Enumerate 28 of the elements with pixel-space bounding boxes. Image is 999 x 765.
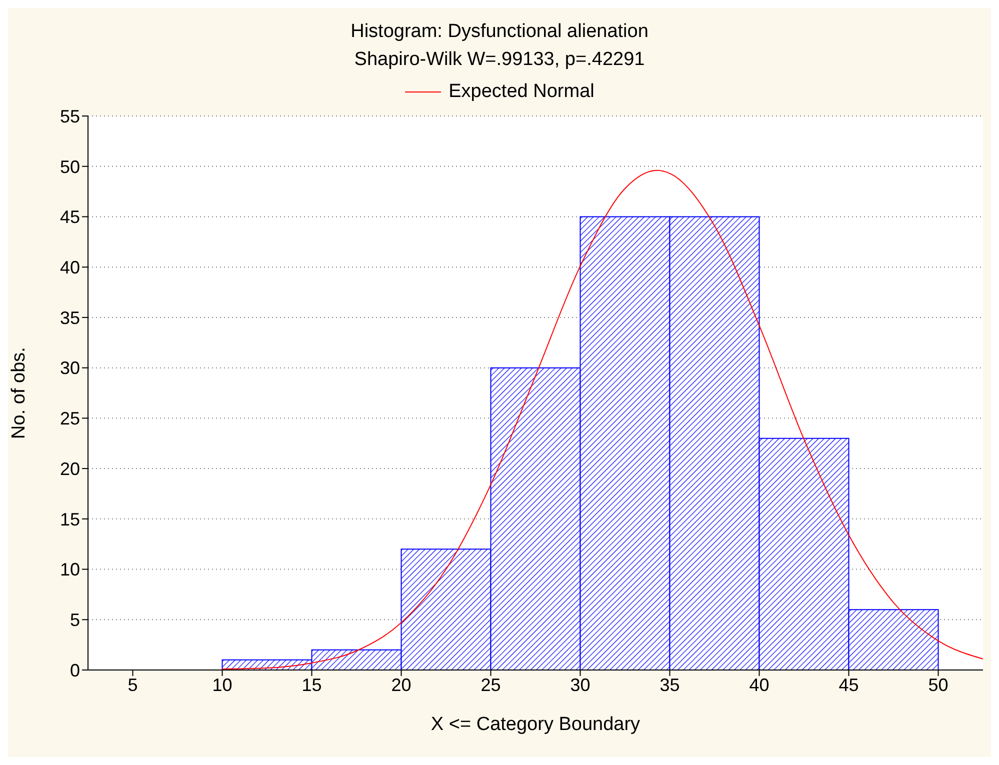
y-tick-label: 15 [60, 509, 80, 530]
x-tick-label: 30 [570, 674, 590, 695]
chart-title: Histogram: Dysfunctional alienation [350, 20, 650, 44]
chart-subtitle: Shapiro-Wilk W=.99133, p=.42291 [353, 48, 646, 72]
y-tick-label: 5 [70, 610, 80, 630]
y-tick-label: 50 [60, 156, 80, 177]
x-tick-label: 15 [302, 674, 322, 695]
y-tick-label: 25 [60, 408, 80, 429]
x-tick-label: 20 [391, 674, 412, 695]
x-tick-label: 35 [660, 674, 680, 695]
x-tick-label: 5 [128, 674, 138, 695]
legend-label: Expected Normal [448, 80, 594, 104]
y-tick-label: 35 [60, 308, 80, 328]
x-tick-label: 50 [928, 674, 948, 695]
y-tick-label: 55 [60, 106, 80, 126]
y-tick-label: 20 [60, 458, 80, 479]
y-tick-label: 40 [60, 257, 80, 278]
line-series [222, 170, 983, 670]
x-tick-label: 10 [212, 674, 232, 695]
x-tick-label: 25 [480, 674, 501, 695]
y-axis-title: No. of obs. [8, 347, 30, 439]
x-axis-title: X <= Category Boundary [430, 714, 641, 735]
x-tick-label: 40 [749, 674, 770, 695]
y-tick-label: 30 [60, 358, 80, 378]
y-tick-label: 10 [60, 560, 80, 580]
x-tick-label: 45 [838, 674, 859, 695]
y-tick-label: 0 [70, 660, 80, 680]
y-tick-label: 45 [60, 207, 80, 228]
